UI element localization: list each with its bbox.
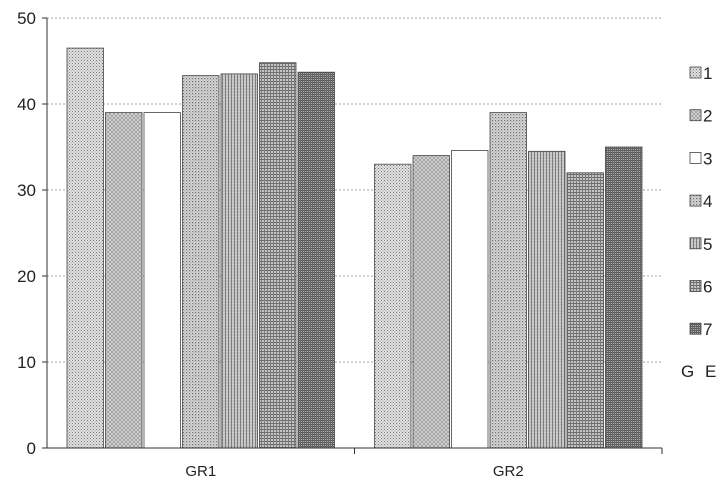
bar-series-5-GR2 [528, 150, 566, 449]
bar-series-6-GR1 [259, 62, 297, 449]
legend-swatch-6 [689, 280, 702, 292]
legend-label-1: 1 [703, 64, 712, 83]
legend-label-3: 3 [703, 149, 712, 168]
legend-swatch-4 [689, 194, 702, 207]
legend-swatch-2 [689, 109, 702, 122]
legend-swatch-3 [689, 151, 702, 164]
legend-title: G E [681, 362, 719, 381]
y-tick-label-40: 40 [17, 95, 36, 114]
bar-series-4-GR2 [489, 112, 527, 449]
bar-series-7-GR1 [297, 71, 335, 449]
y-tick-label-0: 0 [27, 439, 36, 458]
legend-swatch-7 [689, 322, 702, 335]
bar-series-5-GR1 [220, 73, 258, 449]
y-tick-label-30: 30 [17, 181, 36, 200]
legend-label-5: 5 [703, 235, 712, 254]
legend-label-7: 7 [703, 320, 712, 339]
bar-series-1-GR2 [374, 163, 412, 449]
legend-label-2: 2 [703, 107, 712, 126]
x-tick-label-GR1: GR1 [185, 463, 216, 480]
legend-label-4: 4 [703, 192, 712, 211]
bars-group [66, 47, 643, 449]
y-tick-label-20: 20 [17, 267, 36, 286]
bar-series-1-GR1 [66, 47, 104, 449]
legend-swatch-5 [689, 237, 702, 250]
y-tick-label-10: 10 [17, 353, 36, 372]
bar-series-7-GR2 [605, 146, 643, 449]
legend-label-6: 6 [703, 278, 712, 297]
y-tick-label-50: 50 [17, 9, 36, 28]
bar-series-6-GR2 [566, 172, 604, 449]
bar-series-4-GR1 [182, 75, 220, 449]
bar-series-3-GR2 [451, 150, 489, 449]
bar-series-2-GR2 [412, 155, 450, 449]
legend: 1 2 3 4 5 6 7 G E [681, 64, 719, 381]
legend-swatch-1 [689, 66, 702, 79]
x-tick-label-GR2: GR2 [493, 463, 524, 480]
bar-series-2-GR1 [105, 112, 143, 449]
bar-series-3-GR1 [143, 112, 181, 449]
axes: 0 10 20 30 40 50 GR1 GR2 [17, 9, 663, 480]
